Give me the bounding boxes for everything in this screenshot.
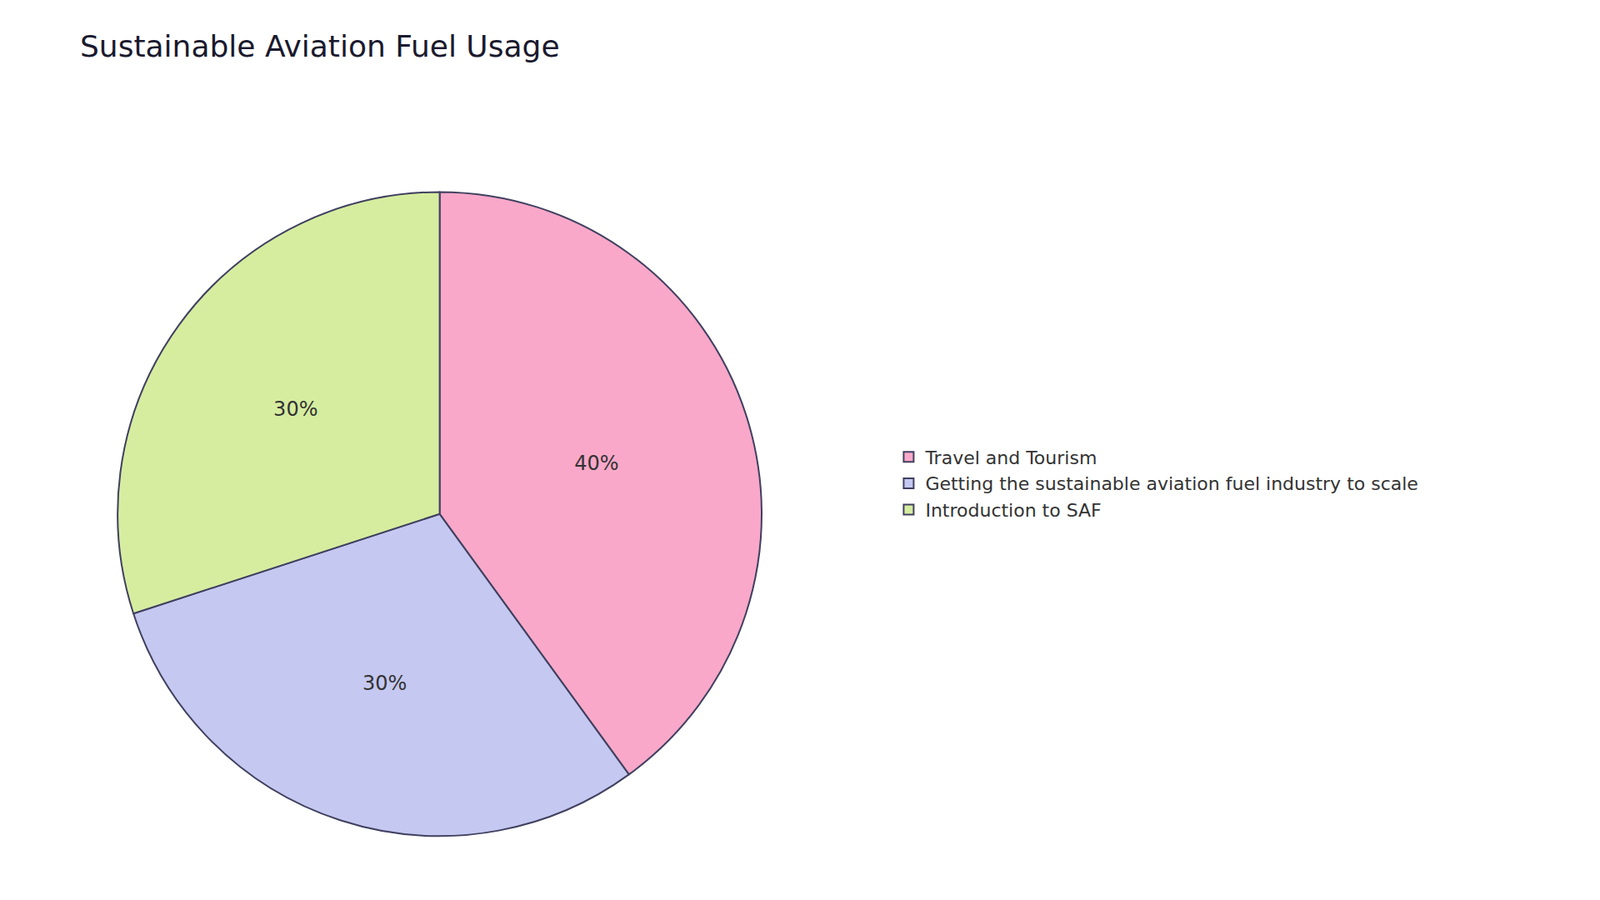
svg-text:30%: 30% [362,671,407,695]
svg-text:30%: 30% [273,397,318,421]
svg-text:40%: 40% [574,451,619,475]
svg-text:Getting the sustainable aviati: Getting the sustainable aviation fuel in… [925,473,1419,495]
svg-text:Sustainable Aviation Fuel Usag: Sustainable Aviation Fuel Usage [80,29,560,64]
svg-text:Travel and Tourism: Travel and Tourism [924,447,1097,469]
svg-text:Introduction to SAF: Introduction to SAF [925,500,1101,521]
